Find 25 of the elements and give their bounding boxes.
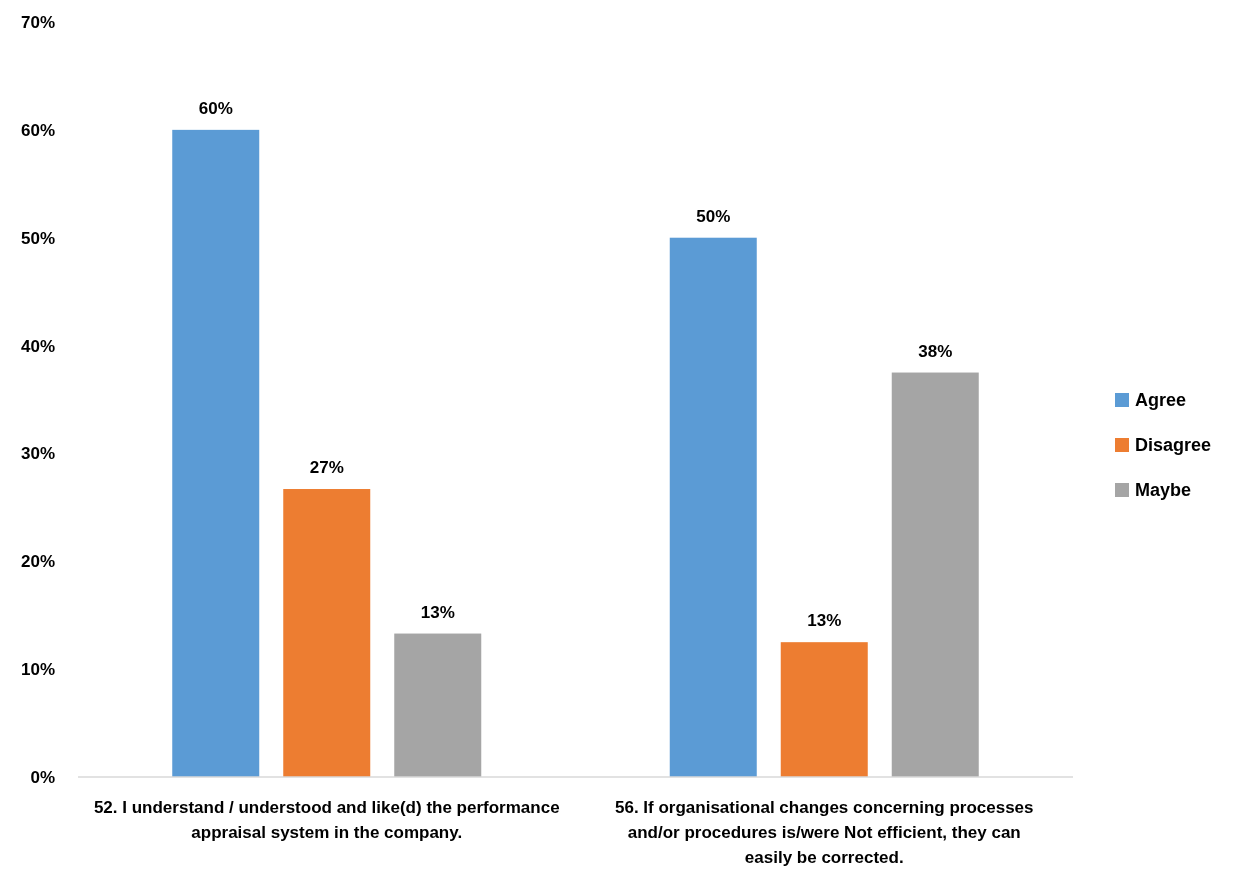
y-tick-label: 40% — [20, 336, 55, 356]
y-tick-label: 50% — [20, 228, 55, 248]
legend-label: Agree — [1135, 390, 1187, 411]
bar — [283, 489, 371, 777]
bar — [172, 129, 260, 777]
data-label: 38% — [918, 341, 953, 361]
y-tick-label: 0% — [30, 767, 55, 787]
legend-label: Maybe — [1135, 480, 1192, 501]
x-tick-label: 52. I understand / understood and like(d) the performance appraisal system in the company. — [93, 798, 560, 842]
y-tick-label: 10% — [20, 660, 55, 680]
data-label: 13% — [807, 611, 842, 631]
data-label: 13% — [420, 602, 455, 622]
bar — [669, 237, 757, 777]
bar — [891, 372, 979, 777]
y-tick-label: 70% — [20, 12, 55, 32]
legend-label: Disagree — [1135, 435, 1212, 456]
data-label: 60% — [198, 98, 233, 118]
data-label: 50% — [696, 206, 731, 226]
data-label: 27% — [309, 458, 344, 478]
bar — [780, 642, 868, 777]
y-tick-label: 60% — [20, 120, 55, 140]
x-tick-label: 56. If organisational changes concerning processes and/or procedures is/were Not efficient, they can easily be corrected. — [614, 798, 1034, 867]
bar — [394, 633, 482, 777]
y-tick-label: 20% — [20, 552, 55, 572]
y-tick-label: 30% — [20, 444, 55, 464]
